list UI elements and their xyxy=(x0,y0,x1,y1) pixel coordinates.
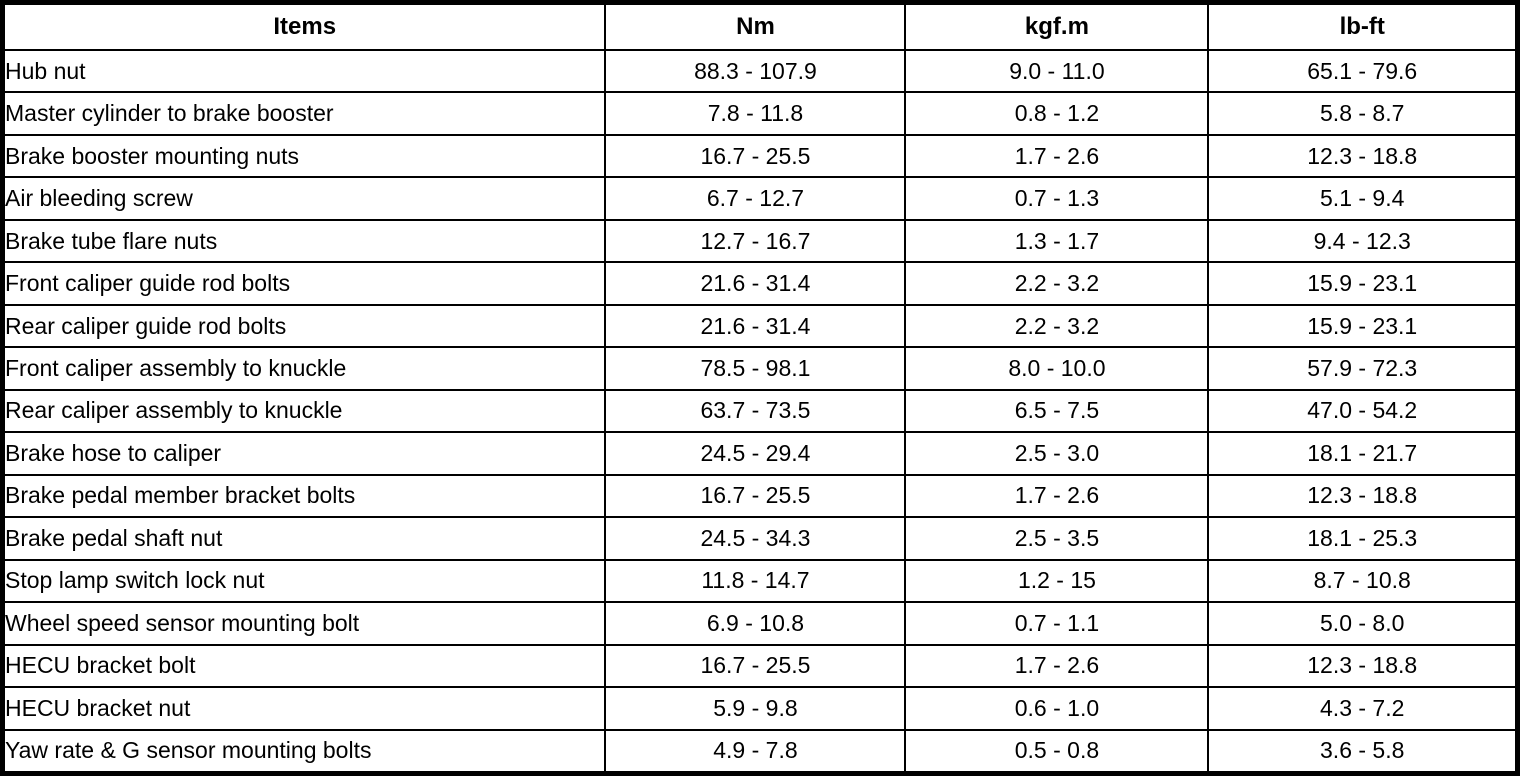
nm-cell: 16.7 - 25.5 xyxy=(604,473,907,519)
nm-cell: 5.9 - 9.8 xyxy=(604,686,907,731)
item-cell: Brake tube flare nuts xyxy=(1,218,607,264)
item-cell: Master cylinder to brake booster xyxy=(1,91,607,136)
lbft-cell: 57.9 - 72.3 xyxy=(1207,346,1519,391)
table-row: Rear caliper guide rod bolts 21.6 - 31.4… xyxy=(1,303,1519,349)
nm-cell: 7.8 - 11.8 xyxy=(604,91,907,136)
nm-cell: 88.3 - 107.9 xyxy=(604,48,907,94)
lbft-cell: 5.1 - 9.4 xyxy=(1207,176,1519,221)
lbft-cell: 5.8 - 8.7 xyxy=(1207,91,1519,136)
lbft-cell: 47.0 - 54.2 xyxy=(1207,388,1519,434)
table-row: Brake pedal member bracket bolts 16.7 - … xyxy=(1,473,1519,519)
nm-cell: 21.6 - 31.4 xyxy=(604,303,907,349)
item-cell: Front caliper assembly to knuckle xyxy=(1,346,607,391)
table-row: Brake pedal shaft nut 24.5 - 34.3 2.5 - … xyxy=(1,516,1519,561)
nm-cell: 11.8 - 14.7 xyxy=(604,558,907,604)
kgfm-cell: 1.7 - 2.6 xyxy=(904,473,1210,519)
nm-cell: 78.5 - 98.1 xyxy=(604,346,907,391)
table-row: Brake tube flare nuts 12.7 - 16.7 1.3 - … xyxy=(1,218,1519,264)
item-cell: Wheel speed sensor mounting bolt xyxy=(1,601,607,646)
item-cell: HECU bracket bolt xyxy=(1,643,607,689)
nm-cell: 63.7 - 73.5 xyxy=(604,388,907,434)
nm-cell: 6.9 - 10.8 xyxy=(604,601,907,646)
kgfm-cell: 1.7 - 2.6 xyxy=(904,643,1210,689)
kgfm-cell: 0.7 - 1.3 xyxy=(904,176,1210,221)
item-cell: HECU bracket nut xyxy=(1,686,607,731)
item-cell: Brake booster mounting nuts xyxy=(1,133,607,179)
kgfm-cell: 2.2 - 3.2 xyxy=(904,303,1210,349)
table-row: Yaw rate & G sensor mounting bolts 4.9 -… xyxy=(1,728,1519,775)
item-cell: Brake pedal shaft nut xyxy=(1,516,607,561)
lbft-cell: 8.7 - 10.8 xyxy=(1207,558,1519,604)
lbft-cell: 18.1 - 25.3 xyxy=(1207,516,1519,561)
nm-cell: 21.6 - 31.4 xyxy=(604,261,907,306)
kgfm-cell: 1.2 - 15 xyxy=(904,558,1210,604)
kgfm-cell: 2.5 - 3.0 xyxy=(904,431,1210,476)
table-body: Hub nut 88.3 - 107.9 9.0 - 11.0 65.1 - 7… xyxy=(1,48,1519,775)
nm-cell: 24.5 - 29.4 xyxy=(604,431,907,476)
lbft-cell: 15.9 - 23.1 xyxy=(1207,261,1519,306)
nm-cell: 4.9 - 7.8 xyxy=(604,728,907,775)
kgfm-cell: 1.7 - 2.6 xyxy=(904,133,1210,179)
table-row: Master cylinder to brake booster 7.8 - 1… xyxy=(1,91,1519,136)
table-row: Brake hose to caliper 24.5 - 29.4 2.5 - … xyxy=(1,431,1519,476)
item-cell: Rear caliper guide rod bolts xyxy=(1,303,607,349)
table-header-row: Items Nm kgf.m lb-ft xyxy=(1,1,1519,51)
table-row: HECU bracket bolt 16.7 - 25.5 1.7 - 2.6 … xyxy=(1,643,1519,689)
table-row: Rear caliper assembly to knuckle 63.7 - … xyxy=(1,388,1519,434)
table-row: Wheel speed sensor mounting bolt 6.9 - 1… xyxy=(1,601,1519,646)
lbft-cell: 18.1 - 21.7 xyxy=(1207,431,1519,476)
kgfm-cell: 0.6 - 1.0 xyxy=(904,686,1210,731)
item-cell: Yaw rate & G sensor mounting bolts xyxy=(1,728,607,775)
kgfm-cell: 2.5 - 3.5 xyxy=(904,516,1210,561)
nm-cell: 6.7 - 12.7 xyxy=(604,176,907,221)
lbft-cell: 9.4 - 12.3 xyxy=(1207,218,1519,264)
item-cell: Rear caliper assembly to knuckle xyxy=(1,388,607,434)
column-header-kgfm: kgf.m xyxy=(904,1,1210,51)
table-row: Hub nut 88.3 - 107.9 9.0 - 11.0 65.1 - 7… xyxy=(1,48,1519,94)
nm-cell: 12.7 - 16.7 xyxy=(604,218,907,264)
nm-cell: 16.7 - 25.5 xyxy=(604,643,907,689)
table-row: Front caliper guide rod bolts 21.6 - 31.… xyxy=(1,261,1519,306)
table-row: Stop lamp switch lock nut 11.8 - 14.7 1.… xyxy=(1,558,1519,604)
lbft-cell: 12.3 - 18.8 xyxy=(1207,643,1519,689)
nm-cell: 24.5 - 34.3 xyxy=(604,516,907,561)
column-header-nm: Nm xyxy=(604,1,907,51)
item-cell: Hub nut xyxy=(1,48,607,94)
kgfm-cell: 6.5 - 7.5 xyxy=(904,388,1210,434)
lbft-cell: 12.3 - 18.8 xyxy=(1207,133,1519,179)
kgfm-cell: 9.0 - 11.0 xyxy=(904,48,1210,94)
lbft-cell: 5.0 - 8.0 xyxy=(1207,601,1519,646)
item-cell: Air bleeding screw xyxy=(1,176,607,221)
table-row: Front caliper assembly to knuckle 78.5 -… xyxy=(1,346,1519,391)
table-row: Air bleeding screw 6.7 - 12.7 0.7 - 1.3 … xyxy=(1,176,1519,221)
table-row: Brake booster mounting nuts 16.7 - 25.5 … xyxy=(1,133,1519,179)
lbft-cell: 65.1 - 79.6 xyxy=(1207,48,1519,94)
lbft-cell: 12.3 - 18.8 xyxy=(1207,473,1519,519)
item-cell: Stop lamp switch lock nut xyxy=(1,558,607,604)
kgfm-cell: 0.5 - 0.8 xyxy=(904,728,1210,775)
table-row: HECU bracket nut 5.9 - 9.8 0.6 - 1.0 4.3… xyxy=(1,686,1519,731)
item-cell: Brake pedal member bracket bolts xyxy=(1,473,607,519)
kgfm-cell: 2.2 - 3.2 xyxy=(904,261,1210,306)
column-header-items: Items xyxy=(1,1,607,51)
item-cell: Front caliper guide rod bolts xyxy=(1,261,607,306)
lbft-cell: 15.9 - 23.1 xyxy=(1207,303,1519,349)
kgfm-cell: 0.8 - 1.2 xyxy=(904,91,1210,136)
item-cell: Brake hose to caliper xyxy=(1,431,607,476)
lbft-cell: 3.6 - 5.8 xyxy=(1207,728,1519,775)
kgfm-cell: 0.7 - 1.1 xyxy=(904,601,1210,646)
column-header-lbft: lb-ft xyxy=(1207,1,1519,51)
nm-cell: 16.7 - 25.5 xyxy=(604,133,907,179)
lbft-cell: 4.3 - 7.2 xyxy=(1207,686,1519,731)
kgfm-cell: 1.3 - 1.7 xyxy=(904,218,1210,264)
kgfm-cell: 8.0 - 10.0 xyxy=(904,346,1210,391)
